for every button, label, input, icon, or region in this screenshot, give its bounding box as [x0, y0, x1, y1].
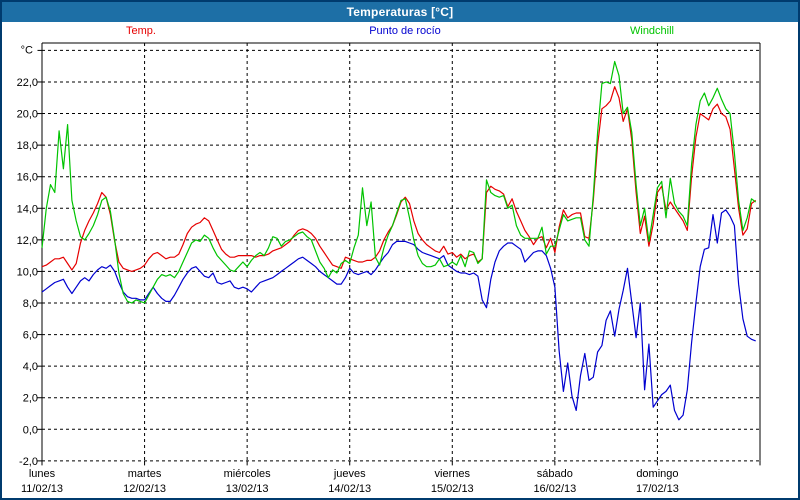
x-axis-date: 15/02/13: [431, 483, 474, 495]
x-axis-date: 12/02/13: [123, 483, 166, 495]
legend-item-windchill: Windchill: [629, 25, 675, 37]
x-axis-date: 13/02/13: [226, 483, 269, 495]
temp-line: [41, 86, 757, 272]
x-axis-date: 16/02/13: [533, 483, 576, 495]
y-tick-label: 2,0: [23, 393, 38, 405]
y-tick-label: 6,0: [23, 330, 38, 342]
window-title: Temperaturas [°C]: [346, 5, 454, 19]
title-bar: Temperaturas [°C]: [2, 2, 798, 22]
dew-point-line: [41, 209, 756, 421]
windchill-line: [41, 60, 757, 304]
y-tick-label: 20,0: [17, 109, 38, 121]
y-tick-label: 10,0: [17, 266, 38, 278]
y-tick-label: 22,0: [17, 77, 38, 89]
y-tick-label: 14,0: [17, 203, 38, 215]
y-axis-unit: °C: [21, 44, 33, 56]
y-tick-label: 4,0: [23, 361, 38, 373]
x-axis-weekday: lunes: [29, 468, 56, 480]
x-axis-weekday: miércoles: [224, 468, 272, 480]
y-tick-label: 0,0: [23, 424, 38, 436]
y-tick-label: 18,0: [17, 140, 38, 152]
x-axis-weekday: domingo: [636, 468, 678, 480]
legend-item-temp: Temp.: [126, 25, 156, 37]
x-axis-date: 17/02/13: [636, 483, 679, 495]
x-axis-weekday: sábado: [537, 468, 573, 480]
y-tick-label: 16,0: [17, 172, 38, 184]
x-axis-weekday: jueves: [333, 468, 366, 480]
x-axis-weekday: viernes: [435, 468, 471, 480]
x-axis-date: 14/02/13: [328, 483, 371, 495]
y-tick-label: 8,0: [23, 298, 38, 310]
y-tick-label: 12,0: [17, 235, 38, 247]
y-tick-label: -2,0: [19, 456, 38, 468]
legend-item-dewpoint: Punto de rocío: [369, 25, 441, 37]
x-axis-date: 11/02/13: [21, 483, 63, 495]
x-axis-weekday: martes: [128, 468, 162, 480]
chart-legend: Temp. Punto de rocío Windchill: [0, 25, 800, 40]
